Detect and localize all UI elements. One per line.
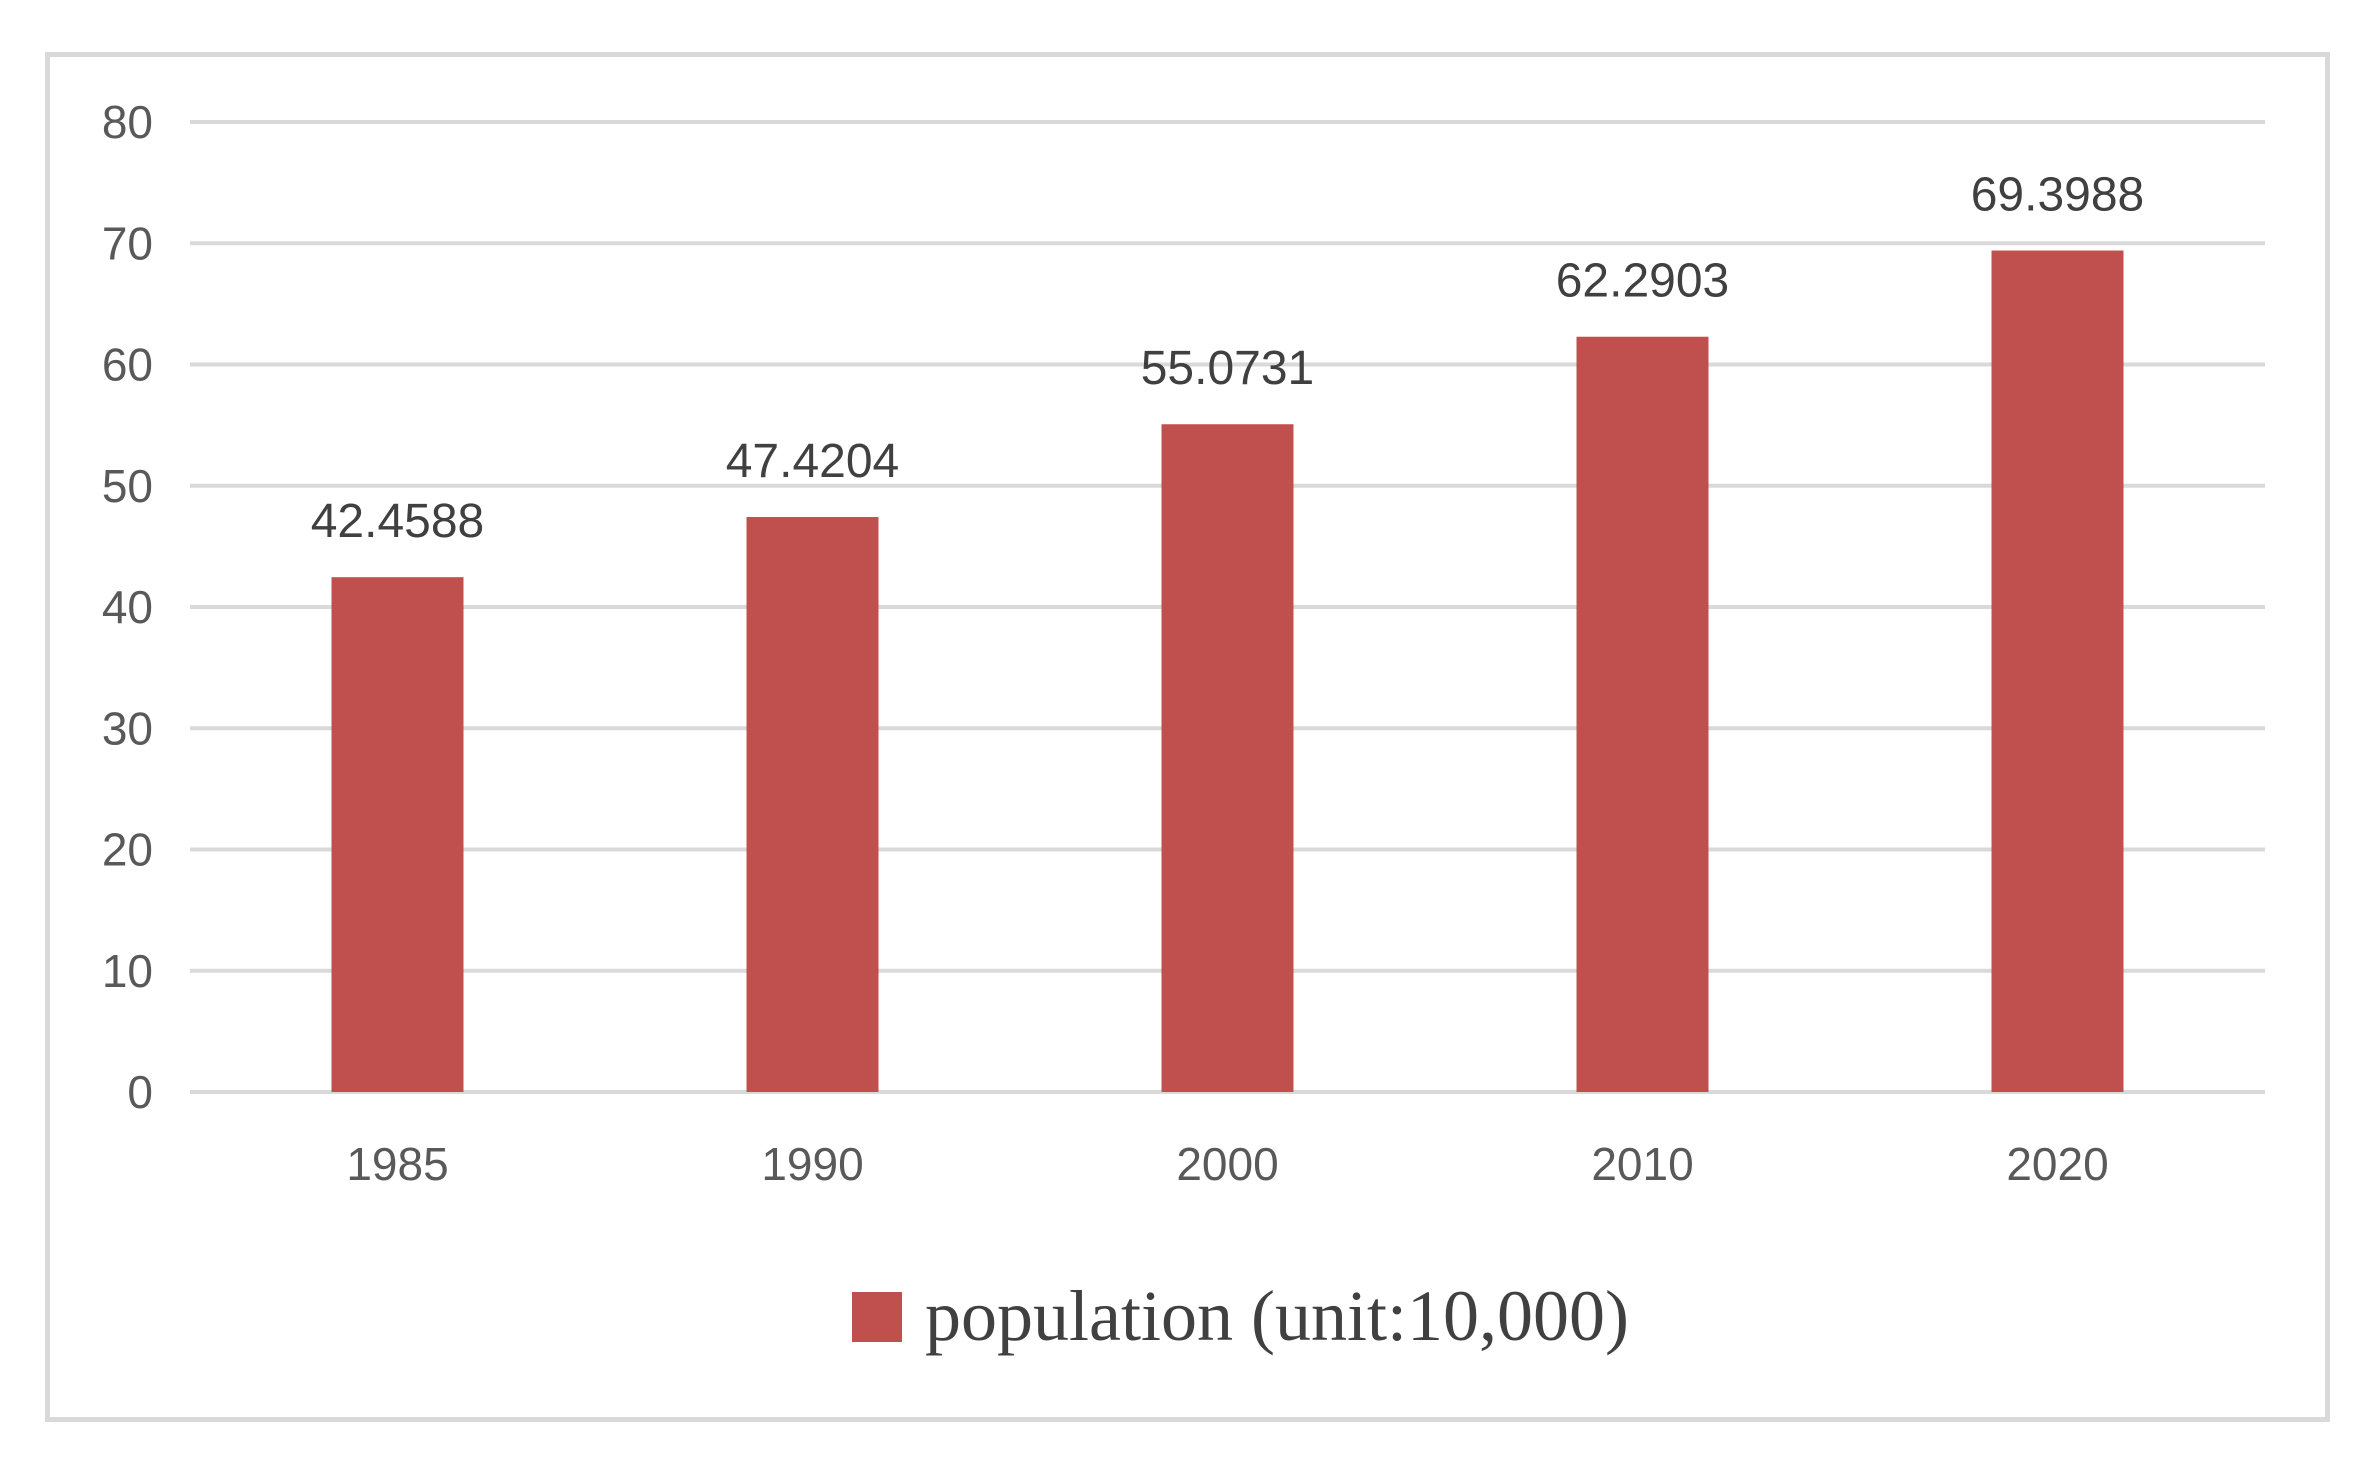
bar-2020 bbox=[1991, 250, 2124, 1092]
bars bbox=[331, 250, 2124, 1092]
data-label-2010: 62.2903 bbox=[1556, 255, 1730, 308]
data-label-2000: 55.0731 bbox=[1141, 342, 1315, 395]
y-tick-label: 70 bbox=[102, 217, 153, 269]
x-tick-label-2010: 2010 bbox=[1591, 1138, 1693, 1190]
y-tick-label: 0 bbox=[127, 1066, 153, 1118]
y-tick-label: 10 bbox=[102, 945, 153, 997]
y-axis-tick-labels: 0 10 20 30 40 50 60 70 80 bbox=[102, 96, 153, 1118]
x-axis-tick-labels: 1985 1990 2000 2010 2020 bbox=[346, 1138, 2108, 1190]
x-tick-label-1985: 1985 bbox=[346, 1138, 448, 1190]
data-label-1990: 47.4204 bbox=[726, 435, 900, 488]
x-tick-label-1990: 1990 bbox=[761, 1138, 863, 1190]
x-tick-label-2000: 2000 bbox=[1176, 1138, 1278, 1190]
y-tick-label: 20 bbox=[102, 824, 153, 876]
y-tick-label: 80 bbox=[102, 96, 153, 148]
bar-2010 bbox=[1576, 336, 1709, 1092]
y-tick-label: 30 bbox=[102, 702, 153, 754]
legend-label: population (unit:10,000) bbox=[925, 1276, 1629, 1356]
data-label-1985: 42.4588 bbox=[311, 495, 485, 548]
legend-swatch bbox=[852, 1292, 902, 1342]
y-tick-label: 40 bbox=[102, 581, 153, 633]
bar-2000 bbox=[1161, 424, 1294, 1092]
y-tick-label: 50 bbox=[102, 460, 153, 512]
bar-1990 bbox=[746, 517, 879, 1092]
data-label-2020: 69.3988 bbox=[1971, 169, 2145, 222]
y-tick-label: 60 bbox=[102, 339, 153, 391]
bar-1985 bbox=[331, 577, 464, 1092]
data-labels: 42.4588 47.4204 55.0731 62.2903 69.3988 bbox=[311, 169, 2145, 549]
x-tick-label-2020: 2020 bbox=[2006, 1138, 2108, 1190]
legend: population (unit:10,000) bbox=[852, 1276, 1629, 1356]
